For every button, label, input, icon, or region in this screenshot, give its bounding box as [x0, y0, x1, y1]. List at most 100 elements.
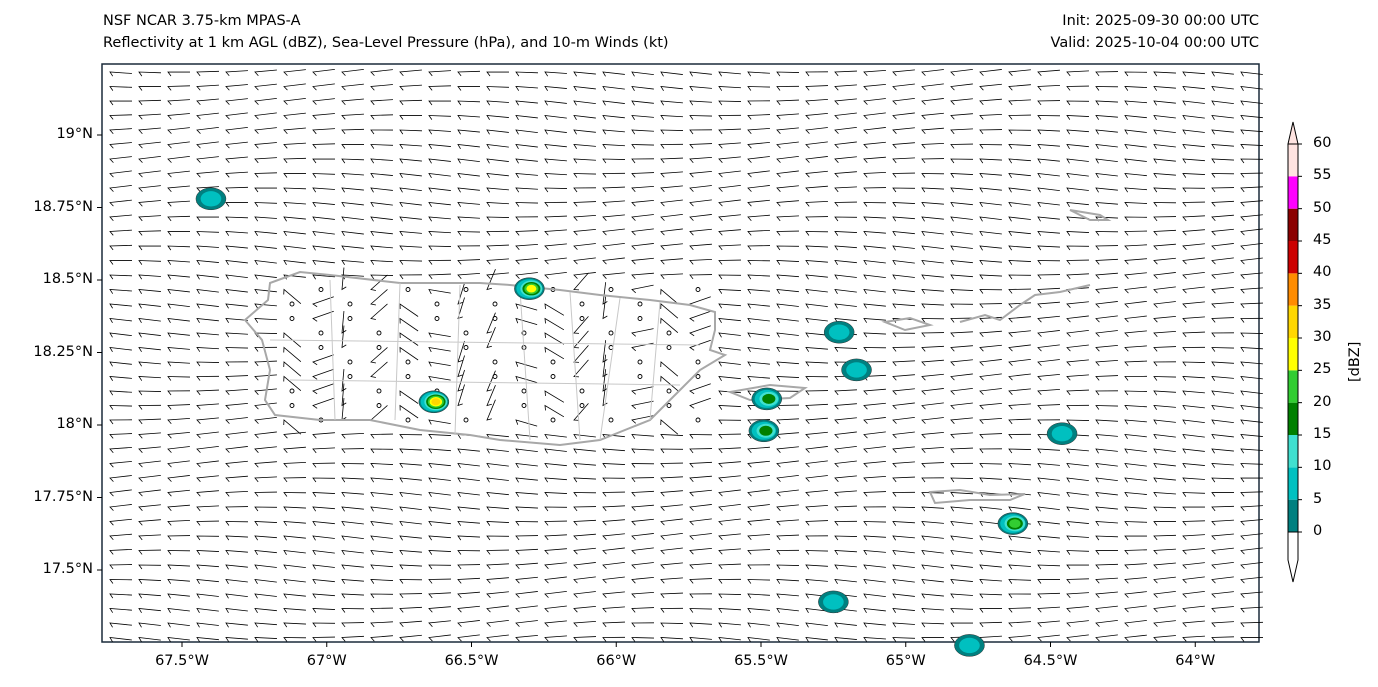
- wind-barb: [1066, 634, 1089, 642]
- puerto-rico-coast: [243, 270, 728, 447]
- wind-barb: [892, 593, 915, 599]
- wind-barb: [457, 100, 480, 106]
- wind-barb: [486, 115, 509, 120]
- wind-barb: [805, 332, 828, 338]
- wind-barb: [254, 550, 277, 555]
- wind-barb: [283, 637, 307, 642]
- wind-barb: [718, 100, 742, 106]
- wind-barb: [660, 434, 683, 439]
- wind-barb: [776, 113, 799, 120]
- wind-barb: [109, 86, 132, 91]
- wind-barb: [167, 404, 190, 410]
- wind-barb: [138, 332, 161, 338]
- wind-barb: [457, 463, 480, 469]
- wind-barb: [689, 115, 713, 120]
- wind-barb: [834, 417, 857, 424]
- wind-barb: [283, 260, 306, 266]
- wind-barb: [631, 607, 654, 613]
- wind-barb: [1240, 71, 1263, 77]
- wind-barb: [167, 185, 190, 192]
- wind-barb: [979, 303, 1003, 309]
- wind-barb: [1182, 405, 1205, 411]
- wind-barb: [254, 402, 277, 410]
- wind-barb: [892, 332, 916, 338]
- wind-barb: [515, 492, 538, 497]
- wind-barb: [776, 347, 799, 352]
- colorbar-tick-label: 55: [1313, 167, 1332, 184]
- wind-barb: [921, 98, 944, 105]
- wind-barb: [428, 231, 451, 236]
- wind-barb: [776, 127, 799, 134]
- wind-barb: [892, 491, 916, 497]
- wind-barb: [457, 259, 480, 265]
- colorbar-tick-label: 5: [1313, 490, 1323, 507]
- wind-barb: [167, 200, 190, 207]
- wind-barb: [1095, 605, 1118, 613]
- wind-barb: [1008, 158, 1031, 164]
- wind-barb: [573, 621, 596, 628]
- wind-barb: [109, 608, 132, 613]
- wind-barb: [689, 170, 712, 178]
- wind-barb: [1008, 463, 1031, 468]
- wind-barb: [341, 245, 364, 251]
- wind-barb: [1095, 634, 1118, 642]
- wind-barb: [892, 608, 915, 613]
- wind-barb: [225, 622, 248, 628]
- wind-barb: [341, 325, 347, 349]
- wind-barb: [1008, 621, 1031, 628]
- wind-barb: [1008, 433, 1032, 439]
- wind-barb: [718, 347, 741, 353]
- wind-barb: [747, 361, 770, 367]
- wind-barb: [254, 593, 277, 599]
- wind-barb: [892, 521, 915, 526]
- wind-barb: [486, 312, 496, 334]
- wind-barb: [399, 274, 423, 280]
- wind-barb: [225, 637, 248, 642]
- wind-barb: [718, 447, 741, 454]
- wind-barb: [660, 637, 683, 642]
- wind-barb: [341, 274, 364, 280]
- wind-barb: [1066, 315, 1089, 323]
- wind-barb: [805, 431, 828, 439]
- wind-barb: [747, 289, 770, 294]
- wind-barb: [312, 397, 334, 409]
- wind-barb: [1240, 242, 1263, 250]
- wind-barb: [1182, 376, 1205, 381]
- wind-barb: [1124, 230, 1148, 236]
- wind-barb: [544, 548, 567, 555]
- wind-barb: [1240, 172, 1264, 178]
- wind-barb: [718, 563, 741, 570]
- wind-barb: [660, 213, 683, 221]
- wind-barb: [457, 634, 480, 642]
- wind-barb: [834, 303, 857, 309]
- wind-barb: [254, 579, 277, 585]
- wind-barb: [399, 69, 422, 76]
- wind-barb: [486, 634, 509, 642]
- wind-barb: [370, 535, 393, 541]
- wind-barb: [312, 492, 335, 497]
- wind-barb: [167, 431, 190, 439]
- wind-barb: [660, 100, 683, 106]
- wind-barb: [515, 158, 538, 164]
- wind-barb: [138, 446, 161, 453]
- colorbar-extend-max: [1287, 121, 1299, 145]
- wind-barb: [254, 416, 277, 424]
- wind-barb: [892, 216, 915, 222]
- wind-barb: [631, 576, 654, 584]
- wind-barb: [950, 477, 974, 483]
- wind-barb: [457, 384, 465, 407]
- wind-barb: [1008, 69, 1031, 76]
- wind-barb: [689, 461, 712, 468]
- wind-barb: [370, 579, 393, 584]
- wind-barb: [428, 521, 451, 526]
- wind-barb: [660, 592, 683, 599]
- wind-barb: [921, 373, 944, 381]
- virgin-islands-coast: [959, 209, 1112, 323]
- wind-barb: [457, 355, 465, 378]
- wind-barb: [573, 187, 597, 193]
- wind-barb: [109, 184, 132, 192]
- wind-barb: [602, 354, 608, 378]
- wind-barb: [370, 593, 394, 599]
- wind-barb: [573, 345, 589, 363]
- wind-barb: [312, 296, 334, 308]
